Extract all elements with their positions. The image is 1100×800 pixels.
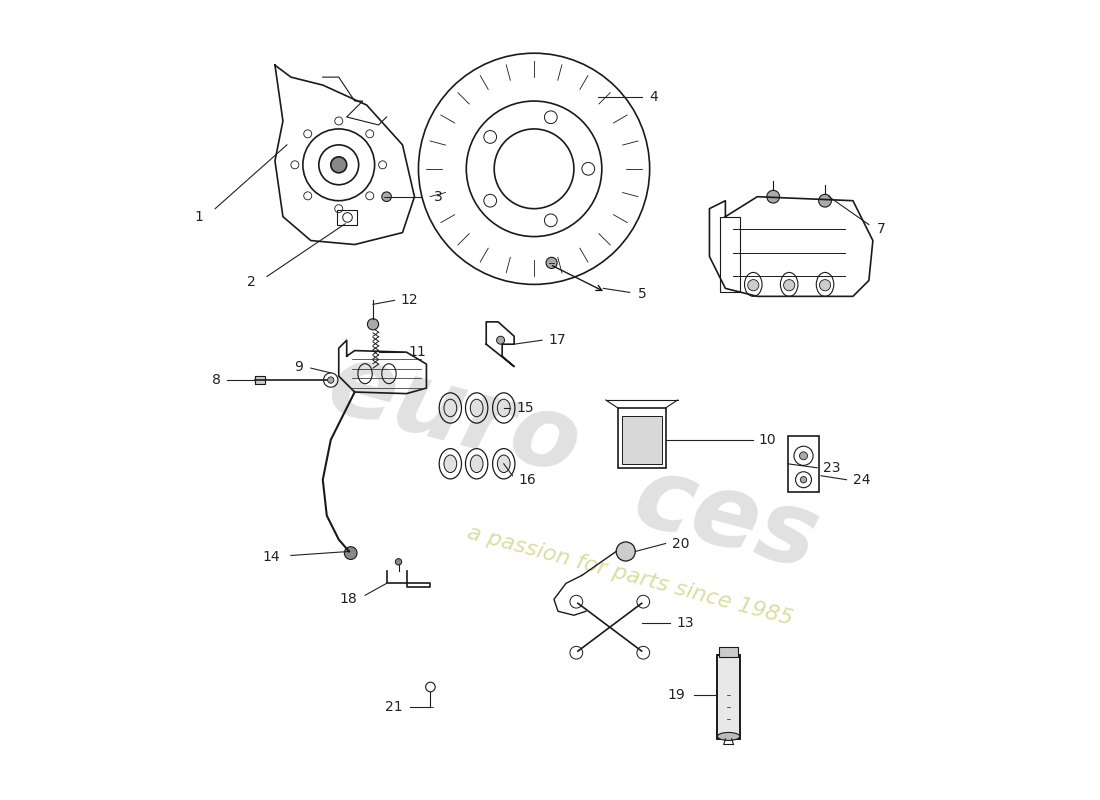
Circle shape [331, 157, 346, 173]
Circle shape [344, 546, 358, 559]
Bar [618, 408, 666, 468]
Circle shape [367, 318, 378, 330]
Ellipse shape [444, 399, 456, 417]
Text: 5: 5 [638, 287, 647, 301]
Text: 2: 2 [246, 275, 255, 289]
Circle shape [395, 558, 402, 565]
Bar [788, 436, 820, 492]
Ellipse shape [497, 399, 510, 417]
Text: 19: 19 [668, 688, 685, 702]
Text: 12: 12 [400, 294, 418, 307]
Text: 4: 4 [650, 90, 659, 104]
Text: 20: 20 [672, 537, 690, 550]
Text: 10: 10 [759, 433, 777, 447]
Text: 1: 1 [195, 210, 204, 224]
Text: 3: 3 [434, 190, 443, 204]
Ellipse shape [497, 455, 510, 473]
Text: 9: 9 [294, 359, 302, 374]
Text: 13: 13 [676, 616, 694, 630]
Text: 21: 21 [385, 700, 403, 714]
Circle shape [767, 190, 780, 203]
Text: euro: euro [318, 336, 591, 496]
Text: 11: 11 [408, 345, 426, 359]
Text: 24: 24 [852, 473, 870, 486]
Circle shape [748, 280, 759, 290]
Bar [717, 655, 739, 739]
Text: ces: ces [623, 449, 828, 590]
Ellipse shape [471, 399, 483, 417]
Ellipse shape [444, 455, 456, 473]
Circle shape [328, 377, 334, 383]
Circle shape [818, 194, 832, 207]
Bar [337, 210, 358, 225]
Ellipse shape [471, 455, 483, 473]
Circle shape [820, 280, 830, 290]
Circle shape [546, 258, 558, 269]
Circle shape [801, 477, 806, 483]
Text: 7: 7 [877, 222, 886, 235]
Text: 18: 18 [339, 592, 358, 606]
Circle shape [496, 336, 505, 344]
Circle shape [616, 542, 636, 561]
Bar [717, 655, 739, 739]
Text: a passion for parts since 1985: a passion for parts since 1985 [464, 522, 795, 629]
Text: 16: 16 [518, 473, 536, 486]
Text: 14: 14 [263, 550, 280, 564]
Circle shape [800, 452, 807, 460]
Bar [719, 647, 738, 657]
Text: 23: 23 [823, 461, 840, 474]
Bar [255, 376, 265, 384]
Circle shape [382, 192, 392, 202]
Circle shape [783, 280, 794, 290]
Text: 8: 8 [212, 373, 221, 387]
Text: 17: 17 [549, 334, 566, 347]
Bar [621, 416, 661, 464]
Text: 15: 15 [517, 401, 535, 415]
Ellipse shape [717, 733, 739, 741]
Bar [719, 217, 739, 292]
